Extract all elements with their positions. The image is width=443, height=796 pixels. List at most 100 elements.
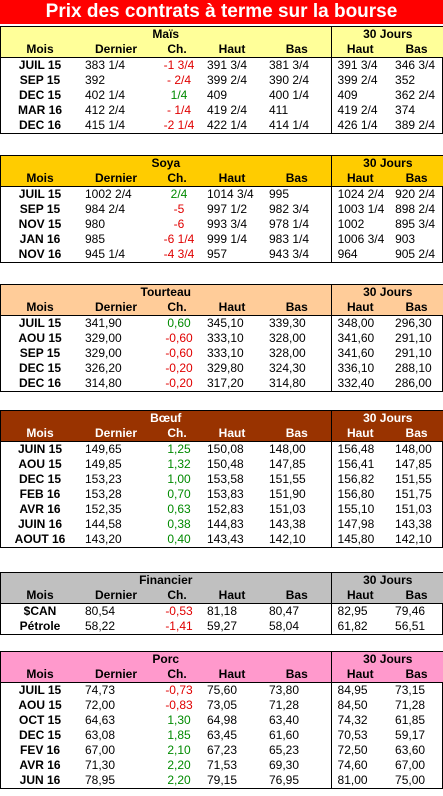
column-header: Bas xyxy=(389,667,443,683)
price-value: 153,23 xyxy=(79,472,153,487)
contract-month: FEB 16 xyxy=(1,487,79,502)
price-value: 964 xyxy=(331,247,389,262)
column-header: Bas xyxy=(389,42,443,58)
price-value: 65,23 xyxy=(263,743,331,758)
contract-month: SEP 15 xyxy=(1,202,79,217)
column-header: Mois xyxy=(1,588,79,604)
change-value: -6 1/4 xyxy=(153,232,201,247)
thirty-day-label: 30 Jours xyxy=(331,573,443,588)
contract-month: JUIL 15 xyxy=(1,58,79,74)
change-value: -0,53 xyxy=(153,604,201,620)
table-row: AOU 15 149,85 1,32 150,48 147,85 156,41 147,85 xyxy=(1,457,443,472)
price-value: 978 1/4 xyxy=(263,217,331,232)
section-4: Financier 30 Jours Mois Dernier Ch. Haut Bas Ha… xyxy=(0,572,443,635)
column-header: Mois xyxy=(1,426,79,442)
price-value: 288,10 xyxy=(389,361,443,376)
table-row: JAN 16 985 -6 1/4 999 1/4 983 1/4 1006 3/4 903 xyxy=(1,232,443,247)
price-value: 75,00 xyxy=(389,773,443,788)
section-0: Maïs 30 Jours Mois Dernier Ch. Haut Bas Haut Bas… xyxy=(0,26,443,134)
thirty-day-label: 30 Jours xyxy=(331,285,443,300)
column-header: Ch. xyxy=(153,426,201,442)
table-row: JUIL 15 383 1/4 -1 3/4 391 3/4 381 3/4 391 3/… xyxy=(1,58,443,74)
column-header: Dernier xyxy=(79,426,153,442)
table-row: MAR 16 412 2/4 - 1/4 419 2/4 411 419 2/4 374 xyxy=(1,103,443,118)
table-row: SEP 15 984 2/4 -5 997 1/2 982 3/4 1003 1/4 898… xyxy=(1,202,443,217)
price-value: 339,30 xyxy=(263,316,331,332)
price-value: 333,10 xyxy=(201,346,263,361)
contract-month: SEP 15 xyxy=(1,73,79,88)
price-value: 329,80 xyxy=(201,361,263,376)
change-value: 0,70 xyxy=(153,487,201,502)
change-value: 2,20 xyxy=(153,758,201,773)
price-value: 389 2/4 xyxy=(389,118,443,133)
price-value: 328,00 xyxy=(263,346,331,361)
contract-month: SEP 15 xyxy=(1,346,79,361)
table-row: JUIL 15 74,73 -0,73 75,60 73,80 84,95 73,15 xyxy=(1,683,443,699)
price-value: 983 1/4 xyxy=(263,232,331,247)
column-header: Haut xyxy=(201,667,263,683)
price-value: 71,28 xyxy=(263,698,331,713)
price-value: 80,54 xyxy=(79,604,153,620)
contract-month: DEC 15 xyxy=(1,472,79,487)
price-value: 419 2/4 xyxy=(201,103,263,118)
price-value: 61,82 xyxy=(331,619,389,634)
price-value: 151,03 xyxy=(263,502,331,517)
price-value: 74,60 xyxy=(331,758,389,773)
price-value: 1014 3/4 xyxy=(201,187,263,203)
section-1: Soya 30 Jours Mois Dernier Ch. Haut Bas Haut Bas… xyxy=(0,155,443,263)
column-header: Haut xyxy=(201,42,263,58)
price-value: 148,00 xyxy=(263,442,331,458)
price-value: 345,10 xyxy=(201,316,263,332)
price-value: 392 xyxy=(79,73,153,88)
price-value: 402 1/4 xyxy=(79,88,153,103)
price-table: Porc 30 Jours Mois Dernier Ch. Haut Bas Haut Bas… xyxy=(1,652,443,788)
price-value: 411 xyxy=(263,103,331,118)
price-value: 73,05 xyxy=(201,698,263,713)
price-value: 903 xyxy=(389,232,443,247)
contract-month: FEV 16 xyxy=(1,743,79,758)
contract-month: JUIN 15 xyxy=(1,442,79,458)
table-row: FEB 16 153,28 0,70 153,83 151,90 156,80 151,75 xyxy=(1,487,443,502)
price-value: 74,32 xyxy=(331,713,389,728)
contract-month: NOV 16 xyxy=(1,247,79,262)
price-table: Soya 30 Jours Mois Dernier Ch. Haut Bas Haut Bas… xyxy=(1,156,443,262)
price-value: 329,00 xyxy=(79,331,153,346)
price-value: 67,00 xyxy=(389,758,443,773)
price-value: 1002 xyxy=(331,217,389,232)
section-header-row: Tourteau 30 Jours xyxy=(1,285,443,300)
price-value: 67,00 xyxy=(79,743,153,758)
price-value: 58,04 xyxy=(263,619,331,634)
column-header: Dernier xyxy=(79,300,153,316)
column-header-row: Mois Dernier Ch. Haut Bas Haut Bas xyxy=(1,300,443,316)
price-value: 61,85 xyxy=(389,713,443,728)
column-header: Haut xyxy=(201,300,263,316)
price-value: 426 1/4 xyxy=(331,118,389,133)
column-header: Ch. xyxy=(153,667,201,683)
table-row: AVR 16 71,30 2,20 71,53 69,30 74,60 67,00 xyxy=(1,758,443,773)
price-value: 352 xyxy=(389,73,443,88)
price-value: 72,50 xyxy=(331,743,389,758)
column-header: Dernier xyxy=(79,171,153,187)
price-value: 332,40 xyxy=(331,376,389,391)
price-value: 381 3/4 xyxy=(263,58,331,74)
table-row: AOUT 16 143,20 0,40 143,43 142,10 145,80 142,1… xyxy=(1,532,443,547)
price-value: 920 2/4 xyxy=(389,187,443,203)
change-value: 0,40 xyxy=(153,532,201,547)
price-value: 383 1/4 xyxy=(79,58,153,74)
price-value: 993 3/4 xyxy=(201,217,263,232)
section-title: Soya xyxy=(1,156,331,171)
price-value: 152,83 xyxy=(201,502,263,517)
price-value: 79,15 xyxy=(201,773,263,788)
change-value: -0,73 xyxy=(153,683,201,699)
price-value: 152,35 xyxy=(79,502,153,517)
change-value: -0,83 xyxy=(153,698,201,713)
contract-month: DEC 15 xyxy=(1,361,79,376)
section-title: Bœuf xyxy=(1,411,331,426)
section-title: Maïs xyxy=(1,27,331,42)
price-value: 391 3/4 xyxy=(331,58,389,74)
price-value: 73,15 xyxy=(389,683,443,699)
price-value: 149,65 xyxy=(79,442,153,458)
table-row: OCT 15 64,63 1,30 64,98 63,40 74,32 61,85 xyxy=(1,713,443,728)
price-value: 999 1/4 xyxy=(201,232,263,247)
contract-month: AOU 15 xyxy=(1,698,79,713)
